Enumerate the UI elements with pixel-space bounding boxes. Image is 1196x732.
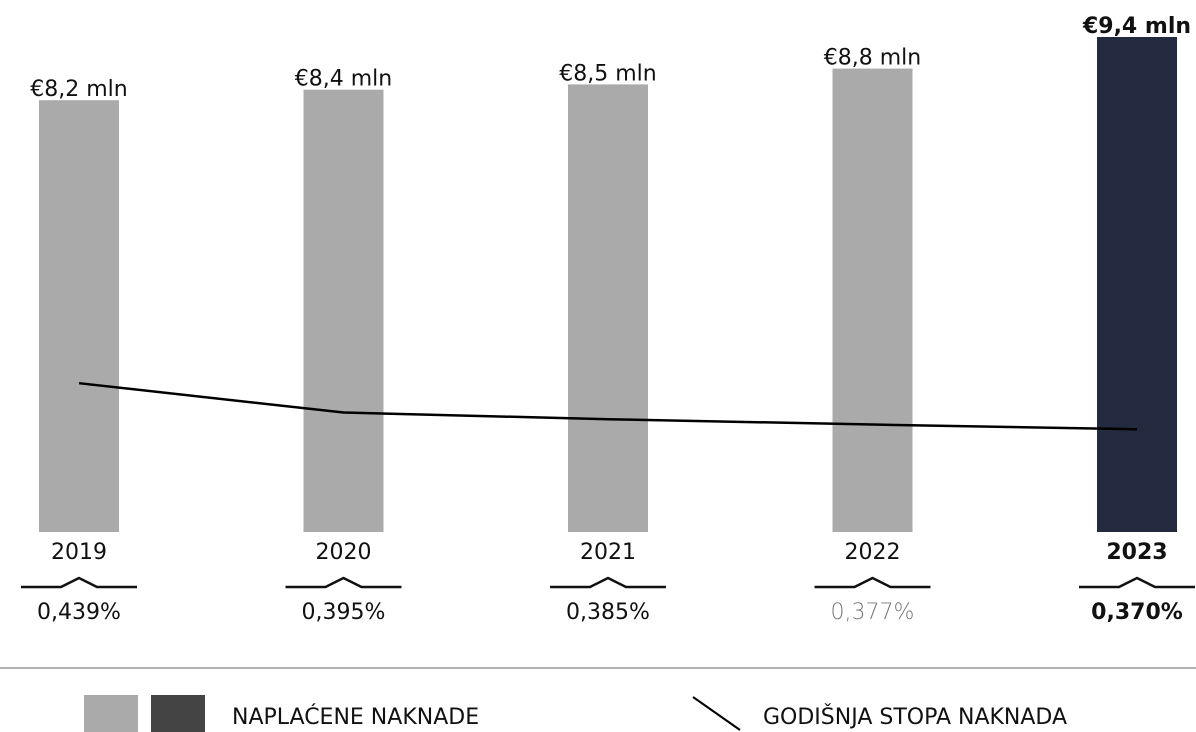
x-tick-label: 2019 xyxy=(51,540,107,565)
legend-swatch xyxy=(84,695,138,732)
divider xyxy=(814,576,931,589)
rate-label: 0,395% xyxy=(302,600,386,625)
rate-label: 0,370% xyxy=(1091,600,1183,625)
x-tick-label: 2021 xyxy=(580,540,636,565)
legend-swatch xyxy=(151,695,205,732)
x-tick-label: 2020 xyxy=(316,540,372,565)
bar xyxy=(832,68,913,533)
x-tick-label: 2022 xyxy=(845,540,901,565)
bar xyxy=(39,100,119,532)
legend-label: GODIŠNJA STOPA NAKNADA xyxy=(763,704,1067,730)
rate-label: 0,385% xyxy=(566,600,650,625)
bar xyxy=(568,84,648,532)
bar-label: €8,4 mln xyxy=(295,67,392,92)
bar xyxy=(1097,37,1177,532)
rate-label: 0,439% xyxy=(37,600,121,625)
legend-line xyxy=(692,696,741,731)
rate-line xyxy=(78,381,1138,431)
divider xyxy=(21,576,137,589)
bar-label: €8,2 mln xyxy=(30,77,127,102)
bar-label: €9,4 mln xyxy=(1082,14,1191,39)
rate-label: 0,377% xyxy=(831,600,915,625)
bar xyxy=(303,89,384,532)
x-tick-label: 2023 xyxy=(1106,540,1167,565)
bar-label: €8,8 mln xyxy=(824,46,921,71)
divider xyxy=(1079,576,1195,589)
divider xyxy=(285,576,402,589)
divider xyxy=(550,576,666,589)
legend-label: NAPLAĆENE NAKNADE xyxy=(232,704,479,730)
bar-label: €8,5 mln xyxy=(559,61,656,86)
